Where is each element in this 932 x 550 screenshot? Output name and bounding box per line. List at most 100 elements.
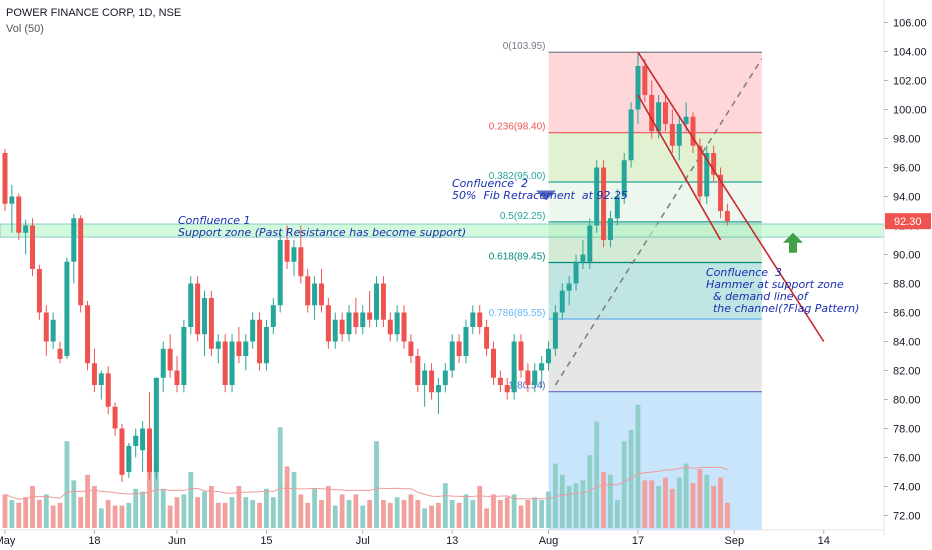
time-tick-label: 18 xyxy=(88,535,100,547)
candle-body xyxy=(91,363,97,385)
volume-bar xyxy=(30,486,35,528)
volume-bar xyxy=(456,502,462,528)
volume-bar xyxy=(704,474,710,528)
candle-body xyxy=(546,348,552,364)
volume-bar xyxy=(98,508,104,528)
candle-body xyxy=(133,435,139,446)
candle-body xyxy=(394,312,400,335)
volume-bar xyxy=(449,500,455,528)
candle-body xyxy=(690,116,696,146)
volume-bar xyxy=(264,488,269,528)
volume-bar xyxy=(78,497,84,528)
candle-body xyxy=(724,211,730,222)
price-tick-label: 104.00 xyxy=(893,47,927,59)
down-arrow-icon xyxy=(536,190,556,201)
candle-body xyxy=(422,370,428,385)
time-tick-label: May xyxy=(0,535,16,547)
volume-bar xyxy=(215,502,221,528)
candle-body xyxy=(463,327,469,356)
candle-body xyxy=(683,116,689,124)
candle-body xyxy=(85,305,91,364)
candle-body xyxy=(697,145,703,197)
volume-bar xyxy=(71,480,77,528)
time-tick-label: Sep xyxy=(724,535,744,547)
candle-body xyxy=(339,319,345,335)
candle-body xyxy=(167,348,173,371)
volume-bar xyxy=(291,472,297,528)
candle-body xyxy=(64,261,70,356)
candle-body xyxy=(449,341,455,371)
volume-bar xyxy=(16,502,22,528)
volume-bar xyxy=(270,497,276,528)
volume-bar xyxy=(43,494,49,528)
candle-body xyxy=(105,373,111,407)
volume-bar xyxy=(594,421,600,528)
price-tick-label: 100.00 xyxy=(893,105,927,117)
volume-bar xyxy=(105,500,111,528)
volume-bar xyxy=(153,463,159,528)
candle-body xyxy=(263,327,269,364)
candle-body xyxy=(380,283,386,320)
volume-bar xyxy=(284,466,290,528)
volume-bar xyxy=(250,500,256,528)
annotation-line: Confluence 3 xyxy=(706,266,783,279)
candle-body xyxy=(504,385,510,393)
volume-bar xyxy=(511,494,517,528)
fib-level-label: 0.618(89.45) xyxy=(489,251,546,262)
candle-body xyxy=(621,160,627,197)
volume-bar xyxy=(669,488,675,528)
volume-bar xyxy=(614,500,620,528)
candle-body xyxy=(284,240,290,262)
volume-bar xyxy=(539,500,545,528)
time-tick-label: Aug xyxy=(539,535,559,547)
time-tick-label: 14 xyxy=(818,535,830,547)
volume-bar xyxy=(566,486,572,528)
candle-body xyxy=(490,348,496,378)
candle-body xyxy=(2,153,8,204)
volume-bar xyxy=(319,500,324,528)
annotation-confluence-1: Confluence 1 Support zone (Past Resistan… xyxy=(178,215,466,239)
annotation-line: the channel(?Flag Pattern) xyxy=(706,302,860,315)
candle-body xyxy=(497,377,503,385)
candle-body xyxy=(257,319,263,364)
candle-body xyxy=(484,327,490,349)
volume-bar xyxy=(257,502,262,528)
volume-bar xyxy=(429,505,434,528)
candle-body xyxy=(704,153,710,197)
time-tick-label: Jun xyxy=(168,535,186,547)
fib-band xyxy=(548,391,762,530)
candle-body xyxy=(98,373,104,385)
volume-bar xyxy=(2,494,8,528)
volume-bars xyxy=(2,404,730,528)
candle-body xyxy=(119,428,125,475)
volume-bar xyxy=(663,477,668,528)
volume-title: Vol (50) xyxy=(6,23,44,35)
volume-bar xyxy=(85,474,90,528)
candle-body xyxy=(435,385,441,393)
candle-body xyxy=(243,341,249,356)
trend-lines xyxy=(536,51,825,342)
candle-body xyxy=(374,283,380,320)
fib-level-label: 1(80.54) xyxy=(508,381,545,392)
volume-bar xyxy=(394,497,400,528)
volume-bar xyxy=(725,502,730,528)
volume-bar xyxy=(546,491,551,528)
volume-bar xyxy=(628,430,634,528)
fib-level-label: 0.5(92.25) xyxy=(500,211,546,222)
volume-bar xyxy=(37,500,42,528)
volume-bar xyxy=(339,494,345,528)
volume-bar xyxy=(415,500,421,528)
channel-lower-line xyxy=(637,94,722,241)
price-tick-label: 74.00 xyxy=(893,482,921,494)
candle-body xyxy=(408,341,414,356)
candle-body xyxy=(367,312,373,320)
volume-bar xyxy=(23,497,29,528)
volume-bar xyxy=(112,505,118,528)
volume-bar xyxy=(64,441,70,528)
volume-bar xyxy=(181,494,187,528)
price-tick-label: 78.00 xyxy=(893,424,921,436)
volume-bar xyxy=(147,466,152,528)
volume-bar xyxy=(601,472,606,528)
